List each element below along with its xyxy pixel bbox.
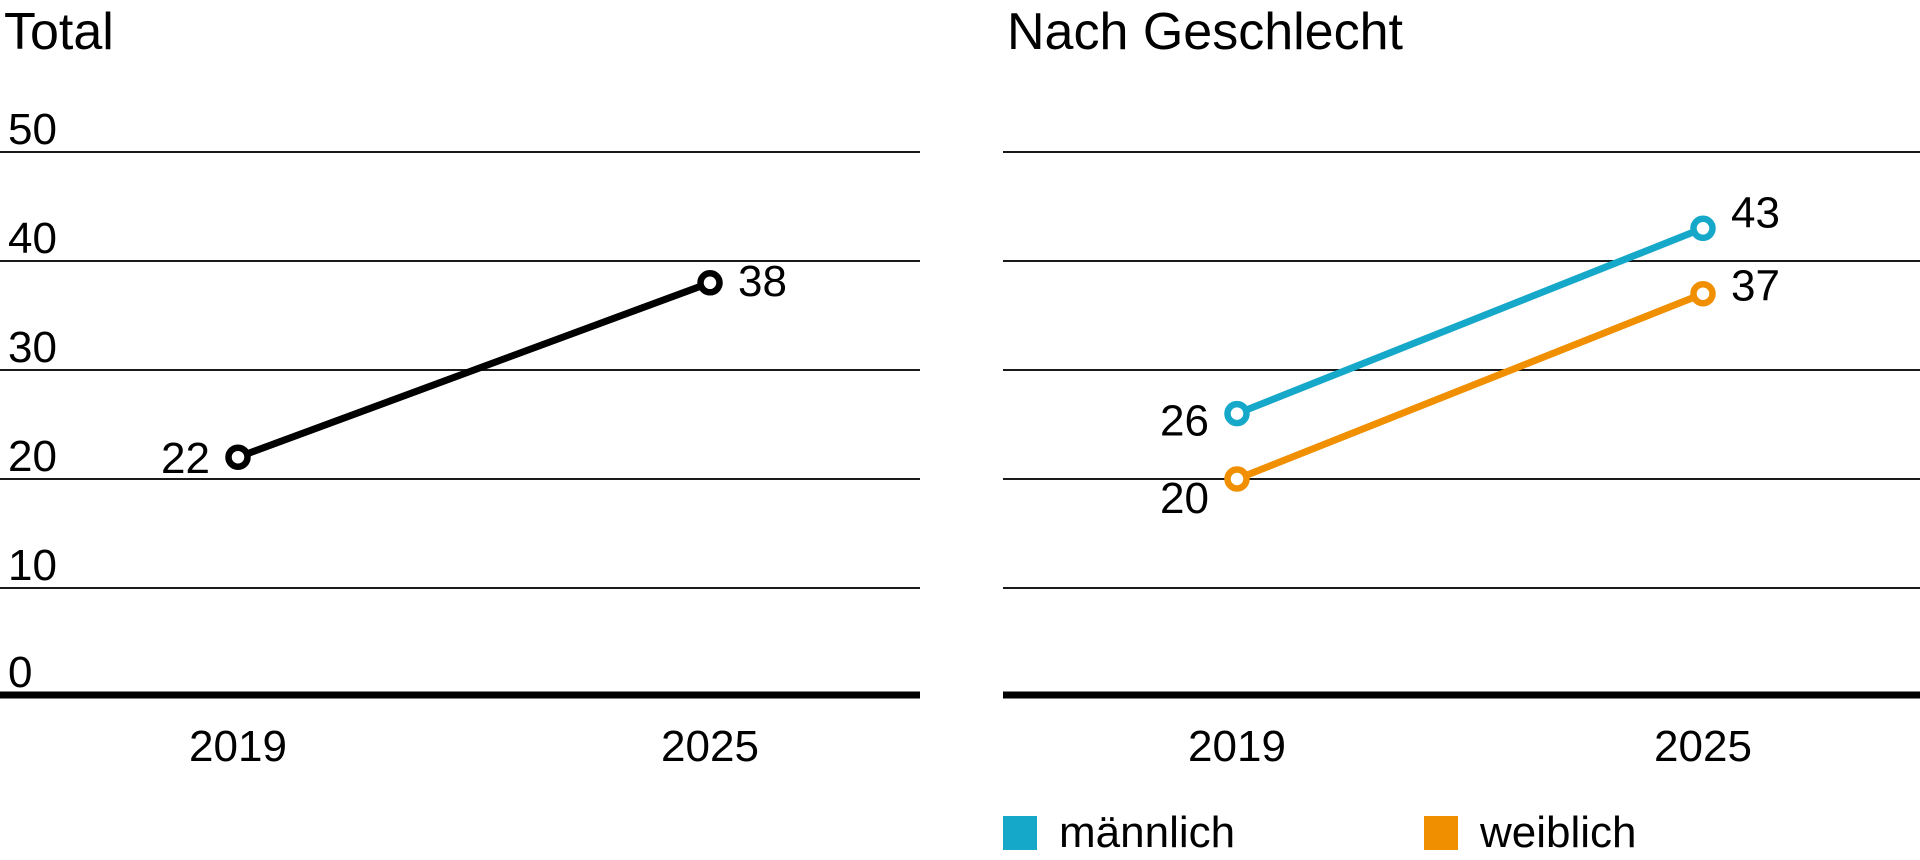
chart-total-canvas: 0 10 20 30 40 50 2019 2025 22 38 — [0, 105, 920, 771]
y-tick-label-50: 50 — [8, 105, 57, 154]
legend-item-maennlich: männlich — [1003, 808, 1236, 857]
series-line-weiblich — [1233, 290, 1707, 483]
x-tick-label-2025: 2025 — [1654, 722, 1752, 771]
series-line-männlich — [1233, 224, 1707, 418]
chart-nach-geschlecht: Nach Geschlecht 2019 2025 26 43 20 37 männlic… — [1003, 0, 1920, 860]
data-label-männlich-2025: 43 — [1731, 188, 1780, 237]
legend-swatch-weiblich-icon — [1424, 816, 1458, 850]
chart-legend: männlich weiblich — [1003, 808, 1920, 857]
data-label-Total-2025: 38 — [738, 257, 787, 306]
x-tick-label-2019: 2019 — [189, 722, 287, 771]
data-label-weiblich-2019: 20 — [1160, 474, 1209, 523]
y-tick-label-10: 10 — [8, 541, 57, 590]
y-tick-label-0: 0 — [8, 648, 32, 697]
y-tick-label-40: 40 — [8, 214, 57, 263]
chart-total-title: Total — [4, 3, 114, 61]
series-line-Total — [234, 279, 714, 461]
data-point-marker-weiblich-2019 — [1224, 466, 1250, 492]
y-tick-label-20: 20 — [8, 432, 57, 481]
data-point-marker-männlich-2025 — [1690, 215, 1716, 242]
legend-label-weiblich: weiblich — [1480, 808, 1637, 857]
chart-nach-geschlecht-canvas: 2019 2025 26 43 20 37 — [1003, 151, 1920, 771]
data-label-weiblich-2025: 37 — [1731, 262, 1780, 311]
x-tick-label-2019: 2019 — [1188, 722, 1286, 771]
legend-item-weiblich: weiblich — [1424, 808, 1637, 857]
chart-nach-geschlecht-title: Nach Geschlecht — [1007, 3, 1403, 61]
data-label-männlich-2019: 26 — [1160, 397, 1209, 446]
x-tick-label-2025: 2025 — [661, 722, 759, 771]
chart-total: Total 0 10 20 30 40 50 2019 2025 22 38 — [0, 0, 920, 860]
y-tick-label-30: 30 — [8, 323, 57, 372]
legend-swatch-maennlich-icon — [1003, 816, 1037, 850]
data-label-Total-2019: 22 — [161, 434, 210, 483]
data-point-marker-Total-2025 — [697, 270, 723, 296]
data-point-marker-weiblich-2025 — [1690, 280, 1716, 307]
data-point-marker-Total-2019 — [225, 444, 251, 470]
legend-label-maennlich: männlich — [1059, 808, 1236, 857]
data-point-marker-männlich-2019 — [1224, 400, 1250, 427]
